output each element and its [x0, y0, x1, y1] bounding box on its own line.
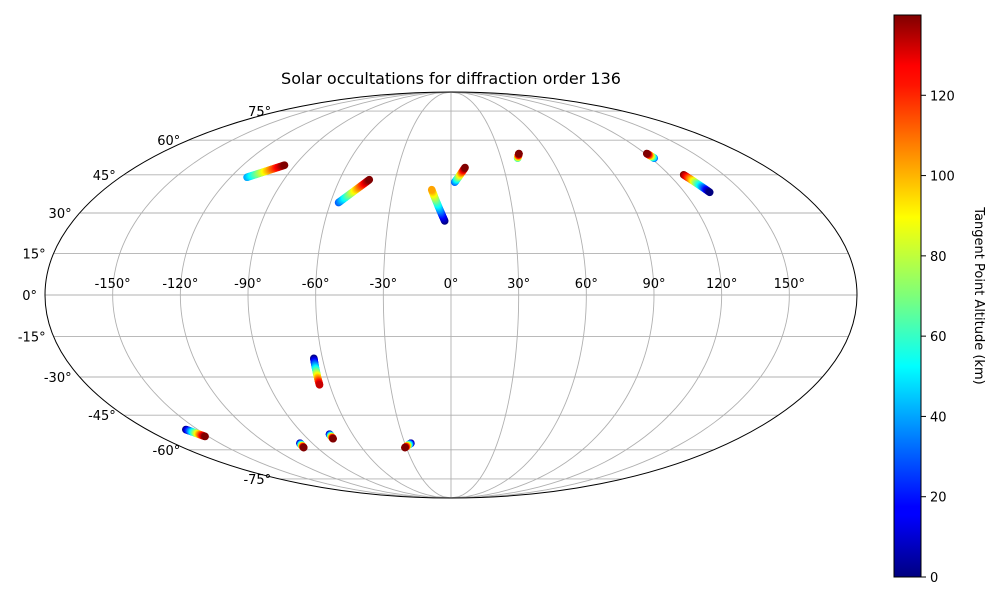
longitude-tick-label: -90° — [234, 277, 262, 292]
longitude-tick-label: 150° — [774, 277, 805, 292]
occultation-point — [280, 161, 289, 169]
longitude-tick-label: -60° — [302, 277, 330, 292]
longitude-tick-label: -120° — [162, 277, 198, 292]
colorbar-tick-label: 120 — [930, 89, 955, 104]
longitude-tick-label: -30° — [369, 277, 397, 292]
latitude-tick-label: 15° — [23, 247, 46, 262]
latitude-tick-label: -15° — [18, 331, 46, 346]
colorbar-label: Tangent Point Altitude (km) — [971, 206, 986, 384]
occultation-point — [461, 163, 469, 172]
latitude-tick-label: -45° — [88, 409, 116, 424]
colorbar-ticks: 0 20 40 60 80 100 120 — [921, 89, 955, 586]
longitude-tick-label: 60° — [575, 277, 598, 292]
latitude-tick-label: 30° — [49, 207, 72, 222]
colorbar-tick-label: 20 — [930, 491, 947, 506]
map-boundary — [44, 91, 858, 499]
latitude-tick-label: -60° — [153, 444, 181, 459]
latitude-tick-label: 0° — [22, 289, 37, 304]
occultation-point — [299, 443, 308, 452]
occultation-point — [515, 149, 523, 158]
colorbar-gradient — [893, 14, 922, 578]
occultation-point — [201, 432, 209, 441]
longitude-tick-label: 30° — [507, 277, 530, 292]
longitude-tick-labels: -150° -120° -90° -60° -30° 0° 30° 60° 90° 120° 150… — [95, 277, 805, 292]
longitude-tick-label: 120° — [706, 277, 737, 292]
colorbar-tick-label: 80 — [930, 250, 947, 265]
colorbar-tick-label: 60 — [930, 330, 947, 345]
occultation-point — [329, 434, 337, 443]
graticule — [45, 92, 857, 498]
latitude-tick-label: 45° — [93, 169, 116, 184]
colorbar: 0 20 40 60 80 100 120 Tangent Point Altitude (… — [893, 14, 986, 586]
occultation-points — [182, 149, 714, 452]
occultation-point — [315, 381, 324, 389]
colorbar-tick-label: 40 — [930, 410, 947, 425]
latitude-tick-label: 60° — [157, 134, 180, 149]
longitude-tick-label: 90° — [642, 277, 665, 292]
latitude-tick-labels: -75° -60° -45° -30° -15° 0° 15° 30° 45° 60° 75° — [18, 105, 271, 488]
longitude-tick-label: -150° — [95, 277, 131, 292]
occultation-point — [642, 149, 651, 158]
occultation-point — [401, 443, 409, 452]
longitude-tick-label: 0° — [444, 277, 459, 292]
occultation-point — [365, 175, 374, 184]
occultation-point — [705, 188, 714, 197]
latitude-tick-label: -75° — [243, 473, 271, 488]
occultation-point — [427, 185, 436, 194]
latitude-tick-label: 75° — [248, 105, 271, 120]
colorbar-tick-label: 100 — [930, 170, 955, 185]
colorbar-tick-label: 0 — [930, 571, 938, 586]
chart-title: Solar occultations for diffraction order… — [281, 69, 621, 88]
latitude-tick-label: -30° — [44, 371, 72, 386]
